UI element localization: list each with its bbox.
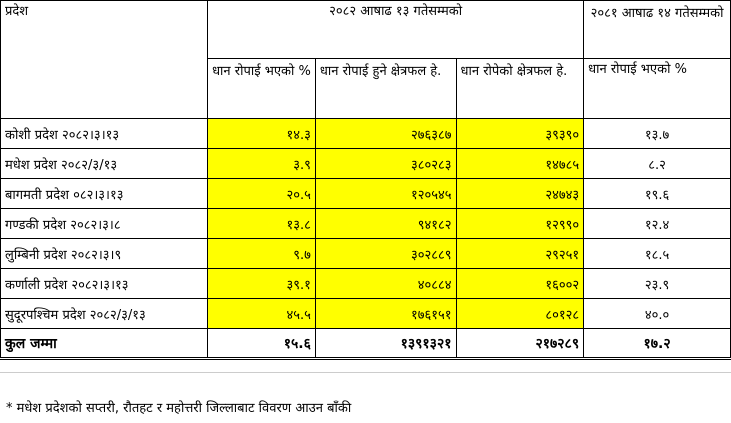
- percent-cell[interactable]: २०.५: [207, 178, 316, 209]
- sheet-gridline: [0, 372, 731, 373]
- area-planted-cell[interactable]: ३९३९०: [455, 118, 585, 149]
- total-area-target[interactable]: १३९१३२१: [314, 328, 457, 360]
- table-row: सुदूरपश्चिम प्रदेश २०८२/३/१३ ४५.५ १७६१५१…: [0, 298, 731, 329]
- header-col-area-target: धान रोपाई हुने क्षेत्रफल हे.: [314, 58, 457, 119]
- header-row-sub: धान रोपाई भएको % धान रोपाई हुने क्षेत्रफ…: [1, 58, 731, 119]
- province-cell[interactable]: कर्णाली प्रदेश २०८२।३।१३: [0, 268, 209, 299]
- paddy-plantation-table: प्रदेश २०८२ आषाढ १३ गतेसम्मको २०८१ आषाढ …: [0, 0, 731, 360]
- percent-prev-cell[interactable]: १३.७: [583, 118, 731, 149]
- table-row: कर्णाली प्रदेश २०८२।३।१३ ३९.१ ४०८८४ १६००…: [0, 268, 731, 299]
- percent-cell[interactable]: ३.९: [207, 148, 316, 179]
- area-target-cell[interactable]: ९४१८२: [314, 208, 457, 239]
- province-cell[interactable]: कोशी प्रदेश २०८२।३।१३: [0, 118, 209, 149]
- footnote: * मधेश प्रदेशको सप्तरी, रौतहट र महोत्तरी…: [6, 401, 352, 416]
- total-label[interactable]: कुल जम्मा: [0, 328, 209, 360]
- percent-prev-cell[interactable]: ४०.०: [583, 298, 731, 329]
- area-target-cell[interactable]: १२०५४५: [314, 178, 457, 209]
- table-row: लुम्बिनी प्रदेश २०८२।३।९ ९.७ ३०२८८९ २९२५…: [0, 238, 731, 269]
- percent-prev-cell[interactable]: ८.२: [583, 148, 731, 179]
- area-target-cell[interactable]: २७६३८७: [314, 118, 457, 149]
- header-group-2082: २०८२ आषाढ १३ गतेसम्मको: [207, 0, 585, 59]
- table-row: बागमती प्रदेश ०८२।३।१३ २०.५ १२०५४५ २४७४३…: [0, 178, 731, 209]
- percent-cell[interactable]: १३.८: [207, 208, 316, 239]
- header-province: प्रदेश: [0, 0, 209, 119]
- area-target-cell[interactable]: ३०२८८९: [314, 238, 457, 269]
- table-row: कोशी प्रदेश २०८२।३।१३ १४.३ २७६३८७ ३९३९० …: [0, 118, 731, 149]
- percent-cell[interactable]: ९.७: [207, 238, 316, 269]
- total-row: कुल जम्मा १५.६ १३९१३२१ २१७२८९ १७.२: [0, 328, 731, 360]
- total-percent[interactable]: १५.६: [207, 328, 316, 360]
- area-planted-cell[interactable]: २४७४३: [455, 178, 585, 209]
- percent-cell[interactable]: ४५.५: [207, 298, 316, 329]
- total-area-planted[interactable]: २१७२८९: [455, 328, 585, 360]
- percent-prev-cell[interactable]: १२.४: [583, 208, 731, 239]
- percent-prev-cell[interactable]: १९.६: [583, 178, 731, 209]
- header-col-percent-prev: धान रोपाई भएको %: [583, 58, 731, 119]
- area-target-cell[interactable]: ४०८८४: [314, 268, 457, 299]
- header-col-area-planted: धान रोपेको क्षेत्रफल हे.: [455, 58, 585, 119]
- area-planted-cell[interactable]: २९२५१: [455, 238, 585, 269]
- table-row: गण्डकी प्रदेश २०८२।३।८ १३.८ ९४१८२ १२९९० …: [0, 208, 731, 239]
- province-cell[interactable]: मधेश प्रदेश २०८२/३/१३: [0, 148, 209, 179]
- province-cell[interactable]: सुदूरपश्चिम प्रदेश २०८२/३/१३: [0, 298, 209, 329]
- area-planted-cell[interactable]: ८०१२८: [455, 298, 585, 329]
- table-row: मधेश प्रदेश २०८२/३/१३ ३.९ ३८०२८३ १४७८५ ८…: [0, 148, 731, 179]
- percent-cell[interactable]: ३९.१: [207, 268, 316, 299]
- percent-prev-cell[interactable]: २३.९: [583, 268, 731, 299]
- area-target-cell[interactable]: १७६१५१: [314, 298, 457, 329]
- province-cell[interactable]: बागमती प्रदेश ०८२।३।१३: [0, 178, 209, 209]
- header-row-main: प्रदेश २०८२ आषाढ १३ गतेसम्मको २०८१ आषाढ …: [0, 0, 731, 119]
- total-percent-prev[interactable]: १७.२: [583, 328, 731, 360]
- area-planted-cell[interactable]: १२९९०: [455, 208, 585, 239]
- area-planted-cell[interactable]: १६००२: [455, 268, 585, 299]
- area-planted-cell[interactable]: १४७८५: [455, 148, 585, 179]
- province-cell[interactable]: लुम्बिनी प्रदेश २०८२।३।९: [0, 238, 209, 269]
- province-cell[interactable]: गण्डकी प्रदेश २०८२।३।८: [0, 208, 209, 239]
- percent-prev-cell[interactable]: १८.५: [583, 238, 731, 269]
- header-group-2081: २०८१ आषाढ १४ गतेसम्मको: [583, 0, 731, 59]
- percent-cell[interactable]: १४.३: [207, 118, 316, 149]
- area-target-cell[interactable]: ३८०२८३: [314, 148, 457, 179]
- header-col-percent: धान रोपाई भएको %: [207, 58, 316, 119]
